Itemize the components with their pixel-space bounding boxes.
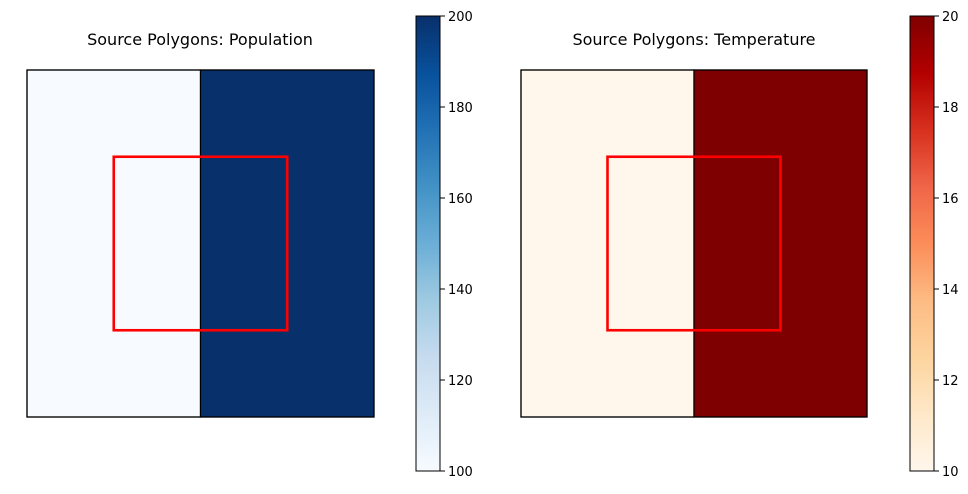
temperature-colorbar-tick-label-2: 14	[942, 283, 959, 298]
population-axes-frame	[26, 69, 375, 418]
temperature-axes-frame	[520, 69, 868, 418]
population-colorbar-ticks: 100 120 140 160 180 200	[440, 10, 473, 480]
population-chart-title: Source Polygons: Population	[87, 30, 313, 49]
temperature-colorbar-tick-label-3: 16	[942, 192, 959, 207]
population-colorbar-gradient	[415, 15, 441, 472]
population-colorbar-tick-label-3: 160	[448, 192, 473, 207]
population-colorbar-tick-label-1: 120	[448, 374, 473, 389]
population-colorbar-tick-label-2: 140	[448, 283, 473, 298]
population-colorbar-tick-label-0: 100	[448, 465, 473, 480]
temperature-colorbar-tick-label-0: 10	[942, 465, 959, 480]
temperature-colorbar: 10 12 14 16 18 20	[909, 10, 959, 480]
temperature-colorbar-ticks: 10 12 14 16 18 20	[934, 10, 959, 480]
temperature-colorbar-gradient	[909, 15, 935, 472]
population-colorbar-tick-label-5: 200	[448, 10, 473, 25]
temperature-colorbar-tick-label-1: 12	[942, 374, 959, 389]
temperature-panel: Source Polygons: Temperature 10 12 14 16 18 2…	[520, 10, 959, 480]
temperature-plot-area	[520, 69, 868, 418]
population-colorbar-tick-label-4: 180	[448, 101, 473, 116]
population-colorbar: 100 120 140 160 180 200	[415, 10, 473, 480]
population-plot-area	[26, 69, 375, 418]
temperature-target-polygon	[606, 155, 782, 332]
population-panel: Source Polygons: Population 100 120 140 160…	[26, 10, 473, 480]
temperature-chart-title: Source Polygons: Temperature	[572, 30, 815, 49]
temperature-colorbar-tick-label-5: 20	[942, 10, 959, 25]
population-target-polygon	[112, 155, 289, 332]
temperature-colorbar-tick-label-4: 18	[942, 101, 959, 116]
